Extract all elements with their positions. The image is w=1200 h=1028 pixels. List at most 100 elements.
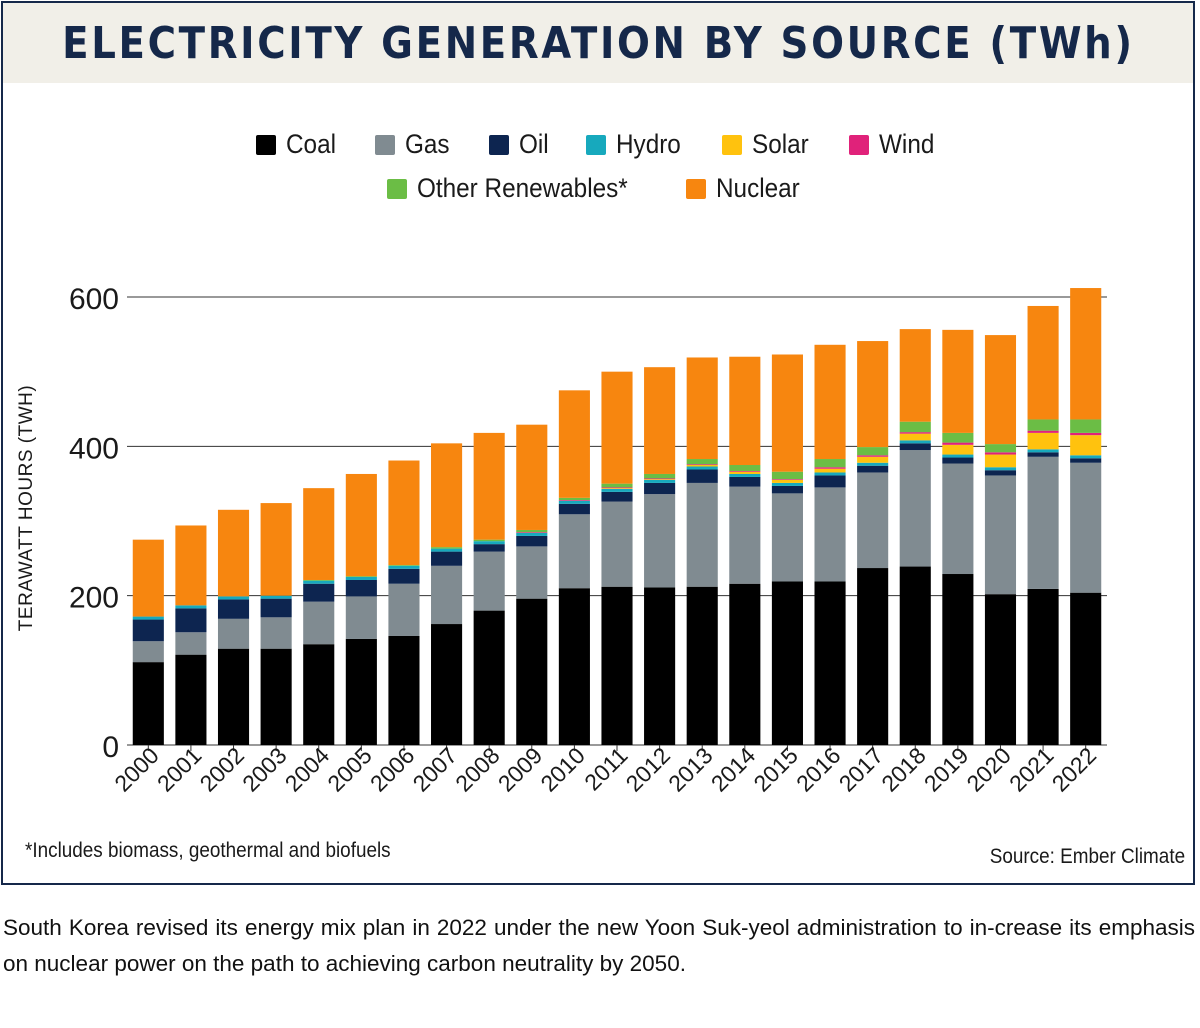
- legend-swatch-wind: [848, 134, 869, 155]
- bar-hydro-2007: [431, 548, 463, 552]
- bar-solar-2016: [814, 468, 846, 473]
- bar-nuclear-2006: [388, 460, 420, 566]
- bar-wind-2020: [984, 452, 1017, 455]
- x-tick-label-2017: 2017: [834, 742, 889, 797]
- legend-label-nuclear: Nuclear: [715, 173, 800, 203]
- bar-oil-2021: [1027, 452, 1059, 457]
- bar-coal-2017: [857, 568, 889, 745]
- bar-oil-2015: [771, 485, 803, 494]
- bar-gas-2021: [1027, 456, 1059, 589]
- bar-other-renewables-2009: [516, 529, 548, 533]
- bar-hydro-2014: [729, 473, 761, 477]
- x-tick-label-2001: 2001: [152, 742, 207, 797]
- bar-gas-2010: [558, 514, 590, 589]
- bar-nuclear-2000: [132, 539, 164, 617]
- bar-coal-2011: [601, 586, 633, 745]
- legend-label-gas: Gas: [405, 129, 450, 159]
- bar-oil-2019: [942, 457, 974, 464]
- bar-gas-2019: [942, 463, 974, 575]
- y-tick-label-600: 600: [69, 283, 119, 316]
- legend-item-gas: Gas: [375, 129, 455, 160]
- bar-coal-2001: [175, 654, 207, 745]
- bar-oil-2005: [345, 579, 377, 597]
- bar-solar-2021: [1027, 432, 1059, 450]
- bar-oil-2018: [899, 443, 931, 451]
- bar-hydro-2016: [814, 472, 846, 476]
- bar-other-renewables-2011: [601, 483, 633, 488]
- bar-other-renewables-2022: [1070, 419, 1102, 433]
- legend-label-hydro: Hydro: [615, 129, 681, 159]
- legend-swatch-other-renewables: [387, 178, 408, 199]
- legend-swatch-solar: [721, 134, 742, 155]
- bar-solar-2017: [857, 456, 889, 463]
- bar-coal-2021: [1027, 588, 1059, 745]
- bar-wind-2011: [601, 487, 633, 489]
- bar-solar-2014: [729, 471, 761, 474]
- bar-wind-2019: [942, 442, 974, 445]
- x-tick-label-2004: 2004: [280, 742, 335, 797]
- bar-hydro-2017: [857, 462, 889, 466]
- legend-item-solar: Solar: [721, 129, 815, 160]
- x-tick-label-2016: 2016: [791, 742, 846, 797]
- bar-solar-2013: [686, 465, 718, 467]
- chart-frame: ELECTRICITY GENERATION BY SOURCE (TWh) C…: [1, 1, 1195, 885]
- legend-item-other-renewables: Other Renewables*: [387, 173, 651, 204]
- bar-hydro-2013: [686, 466, 718, 470]
- y-tick-label-200: 200: [69, 582, 119, 615]
- legend-item-oil: Oil: [488, 129, 552, 160]
- bar-hydro-2011: [601, 488, 633, 492]
- bar-wind-2009: [516, 532, 548, 533]
- bar-nuclear-2019: [942, 329, 974, 433]
- bar-gas-2012: [644, 494, 676, 588]
- bar-coal-2000: [132, 662, 164, 745]
- bar-oil-2012: [644, 482, 676, 495]
- x-tick-label-2015: 2015: [748, 742, 803, 797]
- legend-label-coal: Coal: [285, 129, 336, 159]
- bar-hydro-2001: [175, 605, 207, 609]
- bar-other-renewables-2010: [558, 497, 590, 501]
- bar-solar-2011: [601, 488, 633, 489]
- bar-gas-2004: [303, 601, 335, 645]
- legend-label-solar: Solar: [751, 129, 809, 159]
- bar-wind-2015: [771, 479, 803, 480]
- bar-oil-2001: [175, 608, 207, 633]
- legend-swatch-coal: [255, 134, 276, 155]
- bar-gas-2002: [217, 618, 250, 649]
- legend-row-2: Other Renewables* Nuclear: [3, 173, 1193, 204]
- x-tick-label-2018: 2018: [876, 742, 931, 797]
- legend-swatch-hydro: [585, 134, 606, 155]
- bar-wind-2014: [729, 470, 761, 472]
- bar-coal-2014: [729, 583, 761, 745]
- x-tick-label-2022: 2022: [1047, 742, 1102, 797]
- x-tick-label-2013: 2013: [663, 742, 718, 797]
- bar-solar-2012: [644, 479, 676, 480]
- bar-coal-2020: [984, 594, 1017, 745]
- bar-coal-2019: [942, 574, 974, 745]
- source-credit: Source: Ember Climate: [989, 845, 1185, 868]
- bar-hydro-2002: [217, 596, 250, 600]
- x-tick-label-2019: 2019: [919, 742, 974, 797]
- bar-other-renewables-2008: [473, 539, 505, 542]
- bar-gas-2003: [260, 617, 292, 649]
- x-tick-label-2005: 2005: [322, 742, 377, 797]
- bar-oil-2000: [132, 619, 164, 642]
- bar-gas-2015: [771, 493, 803, 582]
- bar-hydro-2019: [942, 454, 974, 458]
- bar-oil-2014: [729, 476, 761, 487]
- bar-gas-2014: [729, 486, 761, 584]
- bar-hydro-2020: [984, 467, 1017, 471]
- bar-other-renewables-2013: [686, 459, 718, 465]
- bar-wind-2013: [686, 464, 718, 465]
- bar-other-renewables-2012: [644, 473, 676, 479]
- bar-hydro-2021: [1027, 449, 1059, 453]
- bar-hydro-2022: [1070, 455, 1102, 459]
- legend-row-1: Coal Gas Oil Hydro Solar Wind: [3, 129, 1193, 160]
- y-axis-title: TERAWATT HOURS (TWH): [16, 385, 37, 631]
- bar-wind-2012: [644, 478, 676, 480]
- legend-item-hydro: Hydro: [585, 129, 688, 160]
- bar-oil-2017: [857, 465, 889, 473]
- bar-oil-2010: [558, 503, 590, 515]
- bar-oil-2009: [516, 535, 548, 547]
- bar-other-renewables-2019: [942, 432, 974, 443]
- bar-gas-2013: [686, 482, 718, 587]
